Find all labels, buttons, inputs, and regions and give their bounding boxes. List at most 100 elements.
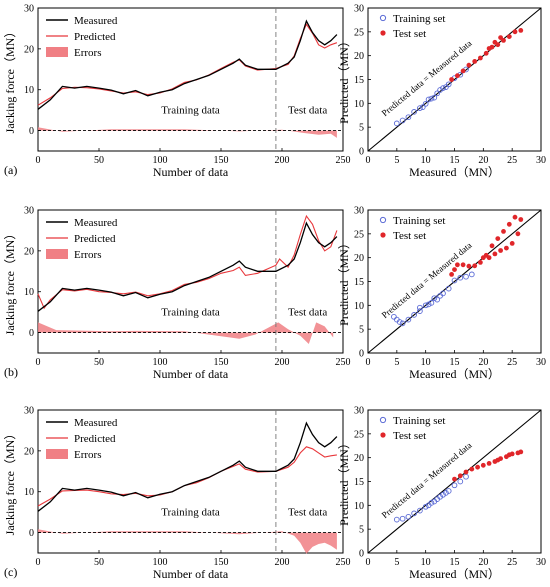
y-tick-label: 30 — [24, 406, 34, 417]
test-point — [518, 217, 524, 222]
test-point — [480, 462, 486, 468]
y-tick-label: 20 — [354, 253, 364, 264]
x-axis-label: Number of data — [153, 165, 229, 179]
legend-errors-label: Errors — [74, 249, 102, 261]
x-tick-label: 5 — [394, 155, 399, 166]
x-tick-label: 30 — [536, 557, 546, 568]
training-point — [451, 277, 458, 284]
x-tick-label: 0 — [36, 557, 41, 568]
legend-training-marker — [379, 216, 387, 224]
y-tick-label: 0 — [29, 328, 34, 339]
training-point — [431, 295, 438, 302]
y-tick-label: 5 — [359, 325, 364, 336]
training-point — [405, 316, 412, 323]
test-point — [480, 255, 486, 261]
training-point — [422, 100, 429, 107]
y-axis-label: Predicted（MN） — [337, 237, 351, 326]
test-point — [506, 34, 512, 39]
training-point — [468, 271, 475, 278]
test-point — [449, 77, 454, 82]
x-tick-label: 20 — [478, 357, 488, 368]
test-data-label: Test data — [288, 506, 327, 518]
test-point — [466, 263, 472, 269]
x-tick-label: 100 — [153, 155, 168, 166]
y-tick-label: 10 — [354, 501, 364, 512]
x-tick-label: 5 — [394, 357, 399, 368]
y-tick-label: 15 — [354, 277, 364, 288]
training-point — [417, 507, 423, 514]
test-point — [495, 457, 501, 463]
training-point — [463, 473, 469, 480]
test-point — [492, 39, 498, 45]
x-tick-label: 150 — [214, 357, 229, 368]
panel-b-left: 0 50 100 150 200 250 0 10 20 30 Number of data Jack… — [3, 206, 351, 382]
legend-training-marker — [379, 416, 387, 424]
legend-predicted-label: Predicted — [74, 233, 116, 245]
identity-line-label: Predicted data = Measured data — [380, 440, 474, 520]
test-point — [498, 35, 503, 40]
legend-measured-label: Measured — [74, 217, 118, 229]
x-tick-label: 200 — [275, 155, 290, 166]
legend-training-label: Training set — [393, 215, 445, 227]
training-point — [391, 313, 397, 320]
legend-errors-label: Errors — [74, 449, 102, 461]
y-tick-label: 0 — [359, 349, 364, 360]
training-point — [396, 319, 403, 325]
plot-frame — [37, 409, 344, 554]
test-point — [515, 231, 521, 237]
measured-line — [37, 421, 338, 512]
training-point — [411, 510, 417, 517]
test-point — [498, 248, 503, 253]
test-point — [455, 262, 460, 268]
legend-training-label: Training set — [393, 415, 445, 427]
panel-c-left: 0 50 100 150 200 250 0 10 20 30 Number of data Jack… — [3, 406, 351, 582]
y-tick-label: 0 — [29, 528, 34, 539]
x-tick-label: 0 — [366, 155, 371, 166]
training-point — [428, 300, 435, 306]
x-tick-label: 150 — [214, 155, 229, 166]
training-point — [405, 513, 412, 520]
training-point — [431, 498, 438, 505]
test-point — [469, 466, 475, 472]
test-data-label: Test data — [288, 104, 327, 116]
legend-test-marker — [380, 432, 386, 438]
test-point — [486, 46, 492, 51]
subfigure-tag: (b) — [4, 365, 18, 379]
predicted-line — [37, 214, 338, 310]
legend-errors-swatch — [46, 47, 68, 57]
y-tick-label: 30 — [354, 206, 364, 217]
panel-b-right: 00 5 5 10 10 15 15 20 20 25 25 30 30 Measured（MN） Pred… — [337, 206, 546, 382]
test-point — [486, 255, 492, 261]
test-point — [501, 229, 506, 234]
training-point — [417, 308, 423, 314]
test-point — [504, 245, 509, 251]
x-tick-label: 15 — [450, 557, 460, 568]
y-axis-label: Jacking force（MN） — [3, 26, 17, 134]
training-point — [451, 482, 458, 489]
training-point — [445, 285, 452, 292]
panel-a-right: 00 5 5 10 10 15 15 20 20 25 25 30 30 Measured（MN） Pred… — [337, 4, 546, 180]
x-tick-label: 200 — [275, 557, 290, 568]
training-point — [425, 96, 432, 103]
training-point — [443, 84, 449, 90]
training-point — [411, 109, 417, 115]
training-point — [437, 292, 443, 299]
training-point — [399, 515, 406, 522]
test-point — [492, 251, 498, 257]
training-point — [425, 301, 432, 308]
y-tick-label: 30 — [354, 406, 364, 417]
x-tick-label: 25 — [507, 155, 517, 166]
training-point — [417, 105, 423, 111]
x-tick-label: 0 — [36, 155, 41, 166]
x-axis-label: Number of data — [153, 367, 229, 381]
x-tick-label: 30 — [536, 155, 546, 166]
x-tick-label: 30 — [536, 357, 546, 368]
y-tick-label: 15 — [354, 477, 364, 488]
test-data-label: Test data — [288, 306, 327, 318]
identity-line — [367, 209, 542, 354]
y-tick-label: 5 — [359, 123, 364, 134]
test-point — [506, 452, 512, 458]
y-axis-label: Predicted（MN） — [337, 437, 351, 526]
test-point — [472, 59, 478, 64]
